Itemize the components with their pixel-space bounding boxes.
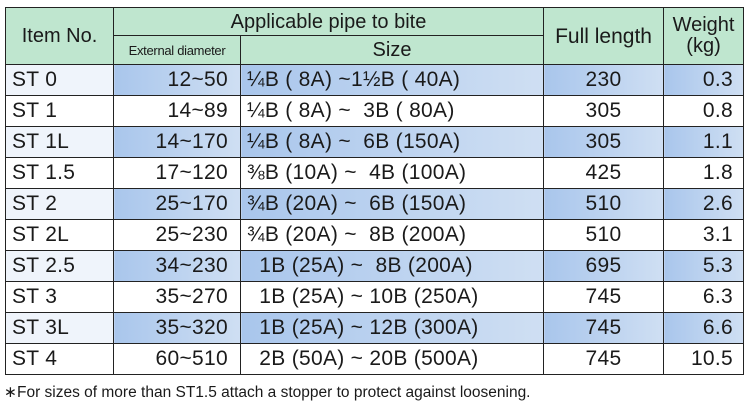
full-length-cell: 230 bbox=[543, 64, 665, 96]
item-no-cell: ST 0 bbox=[5, 64, 114, 96]
table-row: ST 1L 14~170 ¼B ( 8A) ~ 6B (150A) 305 1.1 bbox=[5, 126, 745, 158]
weight-cell: 6.3 bbox=[663, 281, 745, 313]
full-length-cell: 745 bbox=[543, 281, 665, 313]
spec-table: Item No. Applicable pipe to bite Full le… bbox=[5, 7, 745, 375]
item-no-cell: ST 2.5 bbox=[5, 250, 114, 282]
table-row: ST 2 25~170 ¾B (20A) ~ 6B (150A) 510 2.6 bbox=[5, 188, 745, 220]
size-cell: 1B (25A) ~ 8B (200A) bbox=[239, 250, 545, 282]
external-diameter-cell: 12~50 bbox=[113, 64, 241, 96]
table-row: ST 4 60~510 2B (50A) ~ 20B (500A) 745 10.5 bbox=[5, 343, 745, 375]
footnote: ∗For sizes of more than ST1.5 attach a s… bbox=[4, 384, 531, 401]
weight-cell: 3.1 bbox=[663, 219, 745, 251]
header-applicable-pipe: Applicable pipe to bite bbox=[112, 7, 545, 36]
size-cell: ¼B ( 8A) ~ 6B (150A) bbox=[239, 126, 545, 158]
header-weight: Weight (kg) bbox=[663, 7, 745, 65]
item-no-cell: ST 1L bbox=[5, 126, 114, 158]
size-cell: 1B (25A) ~ 12B (300A) bbox=[239, 312, 545, 344]
weight-cell: 0.8 bbox=[663, 95, 745, 127]
external-diameter-cell: 35~320 bbox=[113, 312, 241, 344]
item-no-cell: ST 4 bbox=[5, 343, 114, 375]
weight-cell: 1.1 bbox=[663, 126, 745, 158]
size-cell: 1B (25A) ~ 10B (250A) bbox=[239, 281, 545, 313]
full-length-cell: 510 bbox=[543, 219, 665, 251]
weight-cell: 6.6 bbox=[663, 312, 745, 344]
item-no-cell: ST 3 bbox=[5, 281, 114, 313]
weight-cell: 1.8 bbox=[663, 157, 745, 189]
header-weight-label: Weight bbox=[672, 14, 735, 36]
size-cell: 2B (50A) ~ 20B (500A) bbox=[239, 343, 545, 375]
external-diameter-cell: 35~270 bbox=[113, 281, 241, 313]
external-diameter-cell: 14~89 bbox=[113, 95, 241, 127]
table-row: ST 0 12~50 ¼B ( 8A) ~1½B ( 40A) 230 0.3 bbox=[5, 64, 745, 96]
table-row: ST 2L 25~230 ¾B (20A) ~ 8B (200A) 510 3.1 bbox=[5, 219, 745, 251]
weight-cell: 0.3 bbox=[663, 64, 745, 96]
item-no-cell: ST 1.5 bbox=[5, 157, 114, 189]
item-no-cell: ST 2 bbox=[5, 188, 114, 220]
item-no-cell: ST 3L bbox=[5, 312, 114, 344]
size-cell: ¾B (20A) ~ 8B (200A) bbox=[239, 219, 545, 251]
external-diameter-cell: 25~170 bbox=[113, 188, 241, 220]
size-cell: ¾B (20A) ~ 6B (150A) bbox=[239, 188, 545, 220]
weight-cell: 10.5 bbox=[663, 343, 745, 375]
table-row: ST 3L 35~320 1B (25A) ~ 12B (300A) 745 6.6 bbox=[5, 312, 745, 344]
full-length-cell: 425 bbox=[543, 157, 665, 189]
size-cell: ¼B ( 8A) ~1½B ( 40A) bbox=[239, 64, 545, 96]
weight-cell: 5.3 bbox=[663, 250, 745, 282]
full-length-cell: 510 bbox=[543, 188, 665, 220]
external-diameter-cell: 60~510 bbox=[113, 343, 241, 375]
header-external-diameter: External diameter bbox=[113, 35, 241, 65]
table-row: ST 1.5 17~120 ⅜B (10A) ~ 4B (100A) 425 1.8 bbox=[5, 157, 745, 189]
size-cell: ¼B ( 8A) ~ 3B ( 80A) bbox=[239, 95, 545, 127]
header-weight-unit: (kg) bbox=[686, 35, 721, 57]
external-diameter-cell: 17~120 bbox=[113, 157, 241, 189]
full-length-cell: 305 bbox=[543, 126, 665, 158]
table-row: ST 2.5 34~230 1B (25A) ~ 8B (200A) 695 5.3 bbox=[5, 250, 745, 282]
table-row: ST 3 35~270 1B (25A) ~ 10B (250A) 745 6.3 bbox=[5, 281, 745, 313]
size-cell: ⅜B (10A) ~ 4B (100A) bbox=[239, 157, 545, 189]
table-row: ST 1 14~89 ¼B ( 8A) ~ 3B ( 80A) 305 0.8 bbox=[5, 95, 745, 127]
weight-cell: 2.6 bbox=[663, 188, 745, 220]
external-diameter-cell: 14~170 bbox=[113, 126, 241, 158]
item-no-cell: ST 1 bbox=[5, 95, 114, 127]
full-length-cell: 745 bbox=[543, 343, 665, 375]
header-full-length: Full length bbox=[543, 7, 665, 65]
external-diameter-cell: 25~230 bbox=[113, 219, 241, 251]
item-no-cell: ST 2L bbox=[5, 219, 114, 251]
external-diameter-cell: 34~230 bbox=[113, 250, 241, 282]
full-length-cell: 745 bbox=[543, 312, 665, 344]
full-length-cell: 695 bbox=[543, 250, 665, 282]
header-item-no: Item No. bbox=[5, 7, 114, 65]
header-size: Size bbox=[239, 35, 545, 65]
full-length-cell: 305 bbox=[543, 95, 665, 127]
